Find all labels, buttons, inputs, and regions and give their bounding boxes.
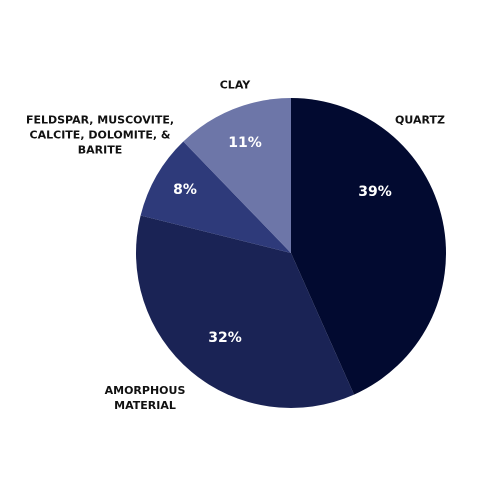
pie-slice (135, 215, 355, 408)
pie-slice (183, 98, 291, 253)
category-label: CLAY (219, 78, 251, 92)
slice-label: 11% (228, 135, 262, 151)
slice-label: 8% (173, 182, 197, 198)
category-label: QUARTZ (395, 113, 445, 127)
slice-label: 32% (208, 330, 242, 346)
pie-slice (140, 141, 291, 253)
pie-slice (291, 98, 447, 395)
category-label: FELDSPAR, MUSCOVITE, CALCITE, DOLOMITE, … (25, 113, 175, 157)
category-label: AMORPHOUS MATERIAL (104, 384, 186, 412)
slice-label: 39% (358, 184, 392, 200)
